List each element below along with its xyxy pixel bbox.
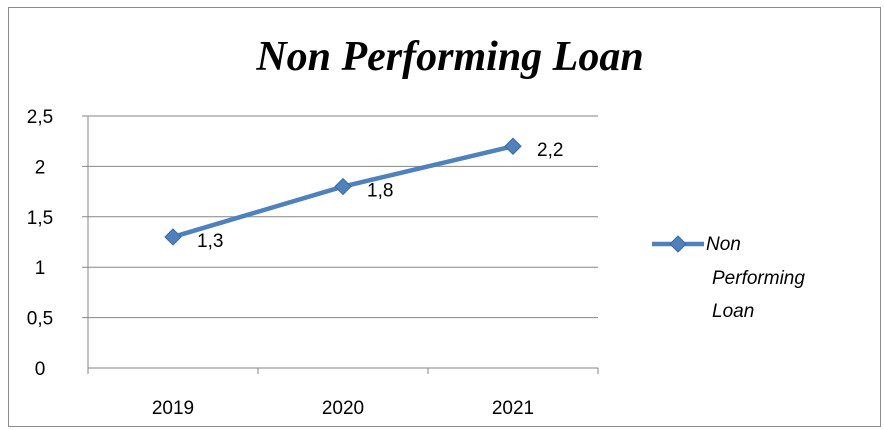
y-tick-label: 2	[35, 157, 46, 178]
y-tick-label: 1,5	[27, 208, 53, 229]
series-non-performing-loan	[164, 137, 522, 246]
gridlines	[82, 115, 598, 369]
legend-diamond-marker	[669, 235, 687, 253]
data-label: 2,2	[537, 140, 563, 161]
y-tick-label: 0	[35, 359, 46, 380]
data-point-marker	[334, 177, 352, 196]
data-label: 1,3	[197, 231, 223, 252]
y-tick-label: 0,5	[27, 309, 53, 330]
legend-label-line-2: Performing	[712, 268, 805, 289]
data-point-marker	[504, 137, 522, 155]
data-labels: 1,3 1,8 2,2	[197, 140, 563, 252]
data-point-marker	[164, 228, 182, 246]
y-tick-label: 1	[35, 258, 46, 279]
x-tick-label: 2021	[492, 398, 534, 419]
data-label: 1,8	[367, 181, 393, 202]
chart-title: Non Performing Loan	[255, 34, 643, 80]
legend-label-line-3: Loan	[712, 301, 754, 322]
x-tick-label: 2019	[152, 398, 194, 419]
x-axis-ticks: 2019 2020 2021	[87, 368, 599, 419]
legend: Non Performing Loan	[652, 234, 805, 322]
legend-label-line-1: Non	[706, 234, 741, 255]
y-tick-label: 2,5	[27, 107, 53, 128]
x-tick-label: 2020	[322, 398, 364, 419]
y-axis-ticks: 0 0,5 1 1,5 2 2,5	[27, 107, 53, 380]
